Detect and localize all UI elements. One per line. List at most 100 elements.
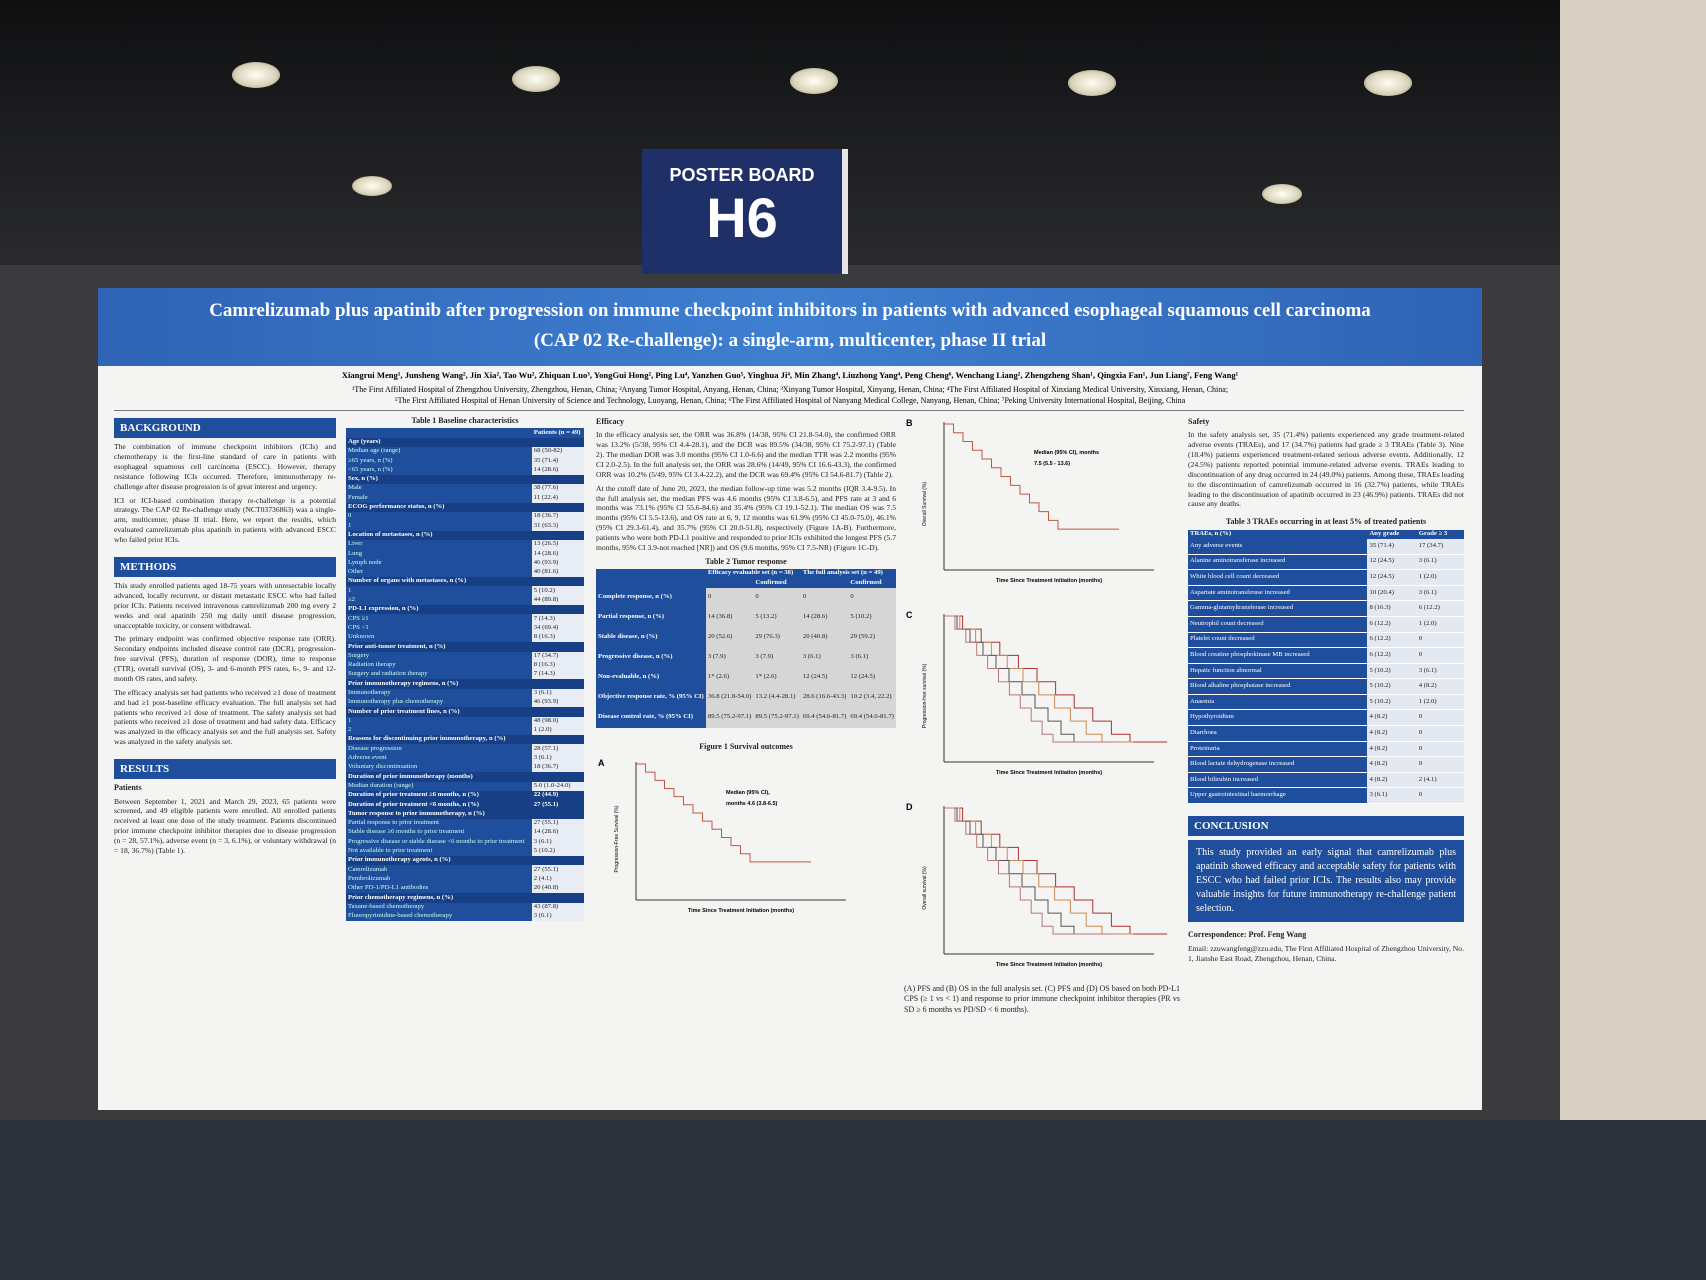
survival-curve [944,807,1168,935]
table-row: Voluntary discontinuation 18 (36.7) [346,763,584,773]
table-row: Alanine aminotransferase increased 12 (24… [1188,554,1464,571]
survival-curve [944,615,1134,743]
table-row: Taxane-based chemotherapy 43 (87.8) [346,902,584,912]
board-sign: POSTER BOARD H6 [642,149,848,274]
table-cell: 3 (6.1) [848,647,896,668]
table-cell [531,605,584,615]
median-label: Median (95% CI), [726,790,770,796]
paragraph: In the safety analysis set, 35 (71.4%) p… [1188,430,1464,509]
group-heading: Prior chemotherapy regimens, n (%) [346,893,532,903]
authors: Xiangrui Meng¹, Junsheng Wang², Jin Xia²… [341,370,1239,380]
group-heading: Tumor response to prior immunotherapy, n… [346,809,532,819]
table-row: Neutrophil count decreased 6 (12.2) 1 (2.0… [1188,616,1464,633]
row-value: 2 (4.1) [531,874,584,884]
group-heading: PD-L1 expression, n (%) [346,605,532,615]
row-value: 7 (14.3) [531,670,584,680]
table-cell: 10.2 (3.4, 22.2) [848,687,896,708]
row-value: 5 (10.2) [1367,663,1417,680]
table-row: CPS ≥1 7 (14.3) [346,614,584,624]
table-row: Objective response rate, % (95% CI) 36.8 … [596,687,896,708]
table-row: Blood lactate dehydrogenase increased 4 (… [1188,756,1464,773]
table-row: Radiation therapy 8 (16.3) [346,660,584,671]
table-row: ≥2 44 (89.8) [346,595,584,606]
table-row: Stable disease, n (%) 20 (52.6) 29 (76.3) 2… [596,627,896,648]
table-row: Pembrolizumab 2 (4.1) [346,874,584,884]
wall [1560,0,1706,1280]
table-row: ≥65 years, n (%) 35 (71.4) [346,456,584,466]
row-value: 1 (2.0) [531,725,584,736]
row-value: 5 (10.2) [1367,694,1417,711]
row-value: 6 (12.2) [1367,647,1417,664]
column-group: The full analysis set (n = 49) [800,569,896,579]
table-row: Blood alkaline phosphatase increased 5 (1… [1188,678,1464,695]
table-cell [531,893,584,903]
x-axis-label: Time Since Treatment Initiation (months) [996,770,1102,776]
row-label: Complete response, n (%) [596,587,706,608]
table-row: Stable disease ≥6 months to prior treatm… [346,828,584,838]
survival-curve [944,615,1168,743]
light [512,66,560,92]
table-row: <65 years, n (%) 14 (28.6) [346,465,584,475]
row-value: 0 [1416,647,1464,664]
row-value: 4 (8.2) [1367,725,1417,742]
x-axis-label: Time Since Treatment Initiation (months) [996,578,1102,584]
row-label: Neutrophil count decreased [1188,616,1368,633]
table-row: Anaemia 5 (10.2) 1 (2.0) [1188,694,1464,711]
row-value: 6 (12.2) [1367,616,1417,633]
row-value: 34 (69.4) [531,623,584,633]
row-label: CPS ≥1 [346,614,532,624]
row-label: 2 [346,725,532,736]
figure-caption: (A) PFS and (B) OS in the full analysis … [904,984,1180,1014]
row-value: 5 (10.2) [1367,678,1417,695]
paragraph: ICI or ICI-based combination therapy re-… [114,495,336,545]
row-value: 3 (6.1) [1416,663,1464,680]
table-cell [531,707,584,717]
group-row: Number of organs with metastases, n (%) [346,577,584,587]
group-row: ECOG performance status, n (%) [346,502,584,513]
table-cell: 12 (24.5) [848,667,896,688]
row-value: 0 [1416,741,1464,758]
row-label: Progressive disease, n (%) [596,647,706,668]
row-label: Median age (range) [346,446,532,457]
row-value: 48 (98.0) [531,716,584,726]
row-label: Immunotherapy [346,688,532,698]
row-value: 46 (93.9) [531,558,584,568]
table-title: Table 3 TRAEs occurring in at least 5% o… [1225,517,1427,527]
table-cell: 22 (44.9) [531,790,584,801]
group-heading: Prior anti-tumor treatment, n (%) [346,642,532,652]
row-value: 5.0 (1.0-24.0) [531,781,584,791]
table-cell: 0 [848,587,896,608]
row-value: 27 (55.1) [531,818,584,829]
table-row: Disease progression 28 (57.1) [346,744,584,754]
row-label: Blood lactate dehydrogenase increased [1188,756,1368,773]
section-heading: RESULTS [114,758,336,780]
group-heading: Location of metastases, n (%) [346,530,532,540]
row-label: Partial response to prior treatment [346,818,532,829]
survival-curve [944,615,1119,743]
sign-board: H6 [706,186,778,249]
row-value: 3 (6.1) [1367,787,1417,805]
table-row: Median duration (range) 5.0 (1.0-24.0) [346,781,584,791]
section-heading: METHODS [114,556,336,578]
group-row: Sex, n (%) [346,474,584,485]
table-cell: 0 [705,587,754,608]
row-value: 2 (4.1) [1416,772,1464,789]
sign-label: POSTER BOARD [669,165,815,185]
row-value: 0 [1416,632,1464,649]
paragraph: The primary endpoint was confirmed objec… [114,634,336,683]
subheading: Safety [1188,417,1210,426]
column-header: Confirmed [848,578,896,588]
column-header: TRAEs, n (%) [1188,529,1368,539]
table-cell [531,502,584,513]
column-header: Grade ≥ 3 [1416,529,1464,539]
row-label: Radiation therapy [346,660,532,671]
row-value: 10 (20.4) [1367,585,1417,602]
table-cell [531,530,584,540]
floor [0,1120,1706,1280]
conclusion-text: This study provided an early signal that… [1188,840,1464,923]
group-row: Number of prior treatment lines, n (%) [346,707,584,717]
row-label: CPS <1 [346,623,532,633]
group-row: Reasons for discontinuing prior immunoth… [346,735,584,745]
row-label: Other PD-1/PD-L1 antibodies [346,883,532,894]
row-value: 17 (34.7) [531,651,584,661]
